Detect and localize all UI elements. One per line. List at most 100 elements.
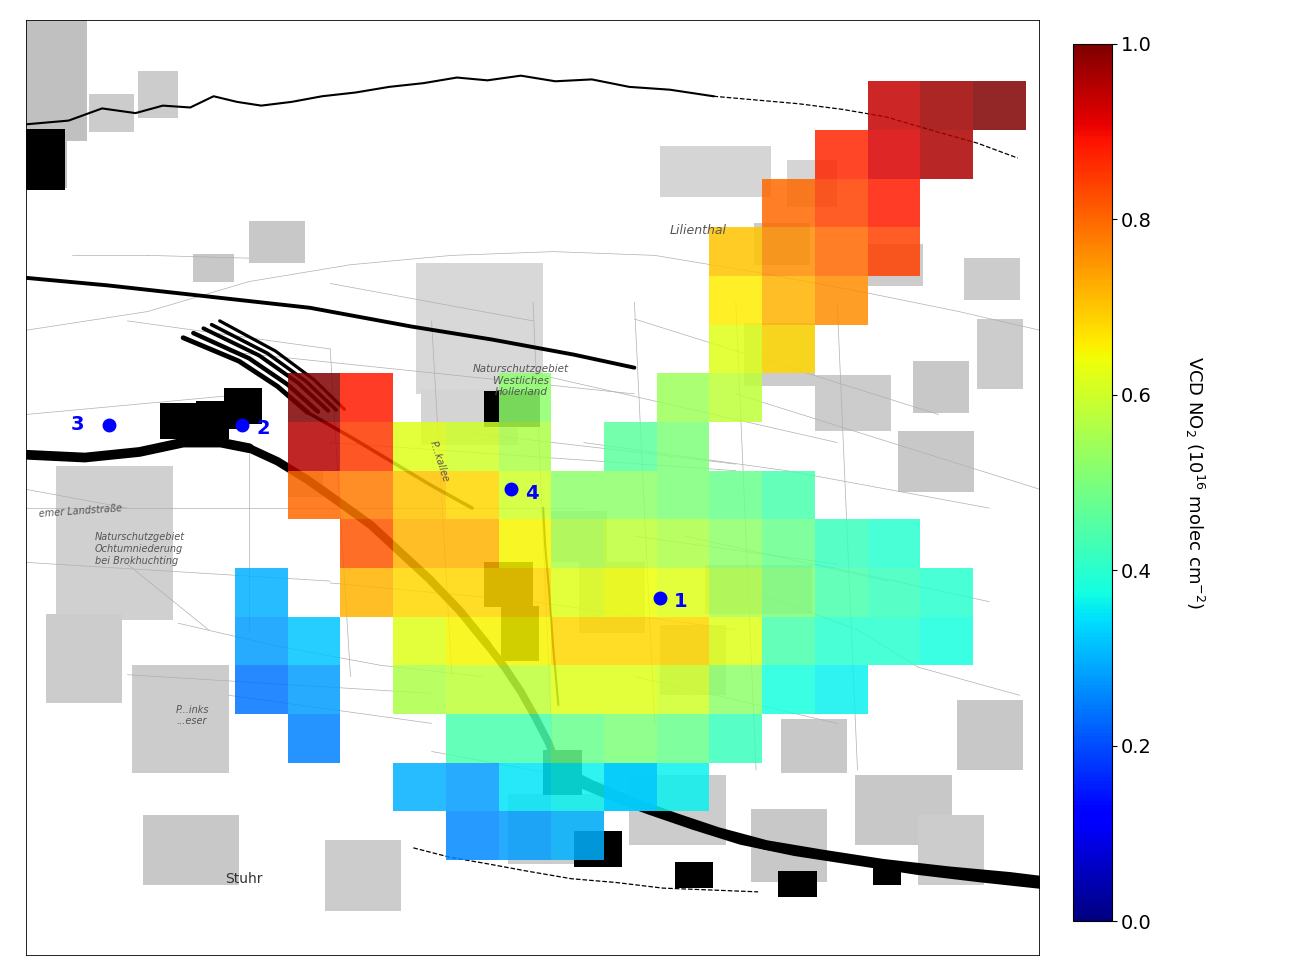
Bar xyxy=(815,276,867,325)
Bar xyxy=(250,220,304,263)
Bar xyxy=(26,20,87,141)
Bar xyxy=(235,568,287,616)
Bar xyxy=(898,431,974,492)
Bar xyxy=(629,775,725,845)
Bar xyxy=(656,714,710,762)
Bar xyxy=(710,616,762,665)
Text: Naturschutzgebiet
Ochtumniederung
bei Brokhuchting: Naturschutzgebiet Ochtumniederung bei Br… xyxy=(95,532,185,566)
Bar xyxy=(604,762,656,811)
Bar xyxy=(867,520,920,568)
Bar xyxy=(446,520,498,568)
Bar xyxy=(815,130,867,178)
Bar xyxy=(656,471,710,520)
Bar xyxy=(867,81,920,130)
Bar xyxy=(920,81,974,130)
Bar xyxy=(710,568,762,616)
Bar xyxy=(56,466,173,620)
Bar xyxy=(754,222,810,265)
Bar xyxy=(604,568,656,616)
Bar xyxy=(287,373,341,422)
Bar xyxy=(393,568,446,616)
Bar xyxy=(920,616,974,665)
Bar xyxy=(446,616,498,665)
Bar xyxy=(196,402,244,429)
Bar xyxy=(341,568,393,616)
Bar xyxy=(446,471,498,520)
Bar xyxy=(287,422,341,471)
Bar xyxy=(235,665,287,714)
Bar xyxy=(913,361,968,412)
Bar xyxy=(551,568,604,616)
Bar xyxy=(341,520,393,568)
Bar xyxy=(341,471,393,520)
Bar xyxy=(446,568,498,616)
Bar xyxy=(287,665,341,714)
Bar xyxy=(762,276,815,325)
Bar xyxy=(543,750,581,795)
Text: emer Landstraße: emer Landstraße xyxy=(38,503,122,519)
Bar xyxy=(551,714,604,762)
Bar xyxy=(393,616,446,665)
Bar xyxy=(194,254,234,282)
Bar xyxy=(498,714,551,762)
Bar xyxy=(920,568,974,616)
Bar xyxy=(578,563,645,633)
Text: Lilienthal: Lilienthal xyxy=(670,223,727,237)
Bar xyxy=(498,520,551,568)
Bar xyxy=(656,373,710,422)
Bar xyxy=(867,130,920,178)
Bar xyxy=(815,375,891,431)
Bar xyxy=(656,568,710,616)
Bar xyxy=(446,665,498,714)
Bar xyxy=(551,762,604,811)
Y-axis label: VCD NO$_2$ (10$^{16}$ molec cm$^{-2}$): VCD NO$_2$ (10$^{16}$ molec cm$^{-2}$) xyxy=(1183,356,1206,609)
Bar xyxy=(604,520,656,568)
Bar xyxy=(604,665,656,714)
Bar xyxy=(762,665,815,714)
Text: 1: 1 xyxy=(673,592,688,611)
Bar xyxy=(762,227,815,276)
Bar xyxy=(957,700,1023,770)
Bar xyxy=(762,616,815,665)
Bar xyxy=(287,471,341,520)
Bar xyxy=(604,616,656,665)
Bar xyxy=(920,130,974,178)
Bar xyxy=(675,862,714,888)
Bar xyxy=(393,422,446,471)
Bar xyxy=(393,471,446,520)
Bar xyxy=(656,616,710,665)
Bar xyxy=(974,81,1026,130)
Bar xyxy=(498,568,551,616)
Bar xyxy=(867,568,920,616)
Bar xyxy=(551,511,607,563)
Bar xyxy=(498,665,551,714)
Bar xyxy=(498,373,551,422)
Bar xyxy=(978,319,1023,389)
Bar xyxy=(604,422,656,471)
Bar xyxy=(143,815,239,885)
Bar xyxy=(498,811,551,860)
Bar xyxy=(815,178,867,227)
Bar xyxy=(485,563,533,607)
Bar xyxy=(446,422,498,471)
Bar xyxy=(573,831,623,867)
Bar xyxy=(88,95,134,132)
Bar xyxy=(815,520,867,568)
Bar xyxy=(710,227,762,276)
Bar xyxy=(287,714,341,762)
Bar xyxy=(287,471,324,497)
Text: 2: 2 xyxy=(256,419,270,438)
Bar xyxy=(551,520,604,568)
Bar xyxy=(867,227,920,276)
Bar xyxy=(710,520,762,568)
Bar xyxy=(551,471,604,520)
Bar xyxy=(446,811,498,860)
Bar xyxy=(815,665,867,714)
Bar xyxy=(485,391,540,427)
Bar xyxy=(786,160,837,207)
Bar xyxy=(710,665,762,714)
Bar xyxy=(659,146,715,197)
Bar xyxy=(779,872,816,897)
Bar xyxy=(393,762,446,811)
Bar xyxy=(815,616,867,665)
